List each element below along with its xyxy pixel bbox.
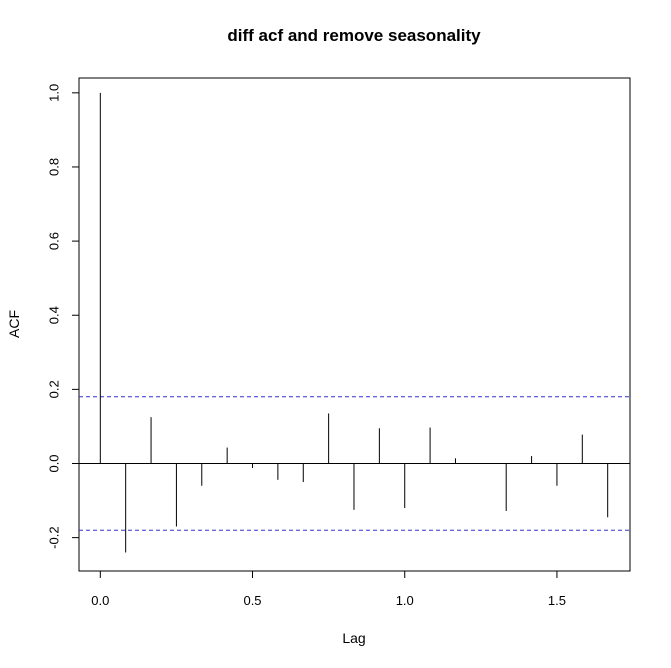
x-tick-label: 1.5 — [548, 593, 566, 608]
x-tick-label: 0.0 — [91, 593, 109, 608]
y-tick-label: 0.0 — [46, 454, 61, 472]
acf-series — [79, 92, 630, 553]
x-tick-label: 1.0 — [396, 593, 414, 608]
y-tick-label: 0.2 — [46, 380, 61, 398]
y-tick-label: -0.2 — [46, 526, 61, 548]
confidence-bands — [79, 396, 630, 531]
y-tick-label: 0.8 — [46, 158, 61, 176]
x-axis: 0.0 0.5 1.0 1.5 — [91, 570, 566, 608]
chart-title: diff acf and remove seasonality — [227, 26, 481, 45]
y-axis-label: ACF — [6, 310, 22, 338]
y-axis: -0.2 0.0 0.2 0.4 0.6 0.8 1.0 — [46, 84, 80, 549]
x-axis-label: Lag — [342, 630, 365, 646]
y-tick-label: 0.6 — [46, 232, 61, 250]
y-tick-label: 0.4 — [46, 306, 61, 324]
y-tick-label: 1.0 — [46, 84, 61, 102]
plot-frame — [78, 77, 631, 572]
x-tick-label: 0.5 — [243, 593, 261, 608]
